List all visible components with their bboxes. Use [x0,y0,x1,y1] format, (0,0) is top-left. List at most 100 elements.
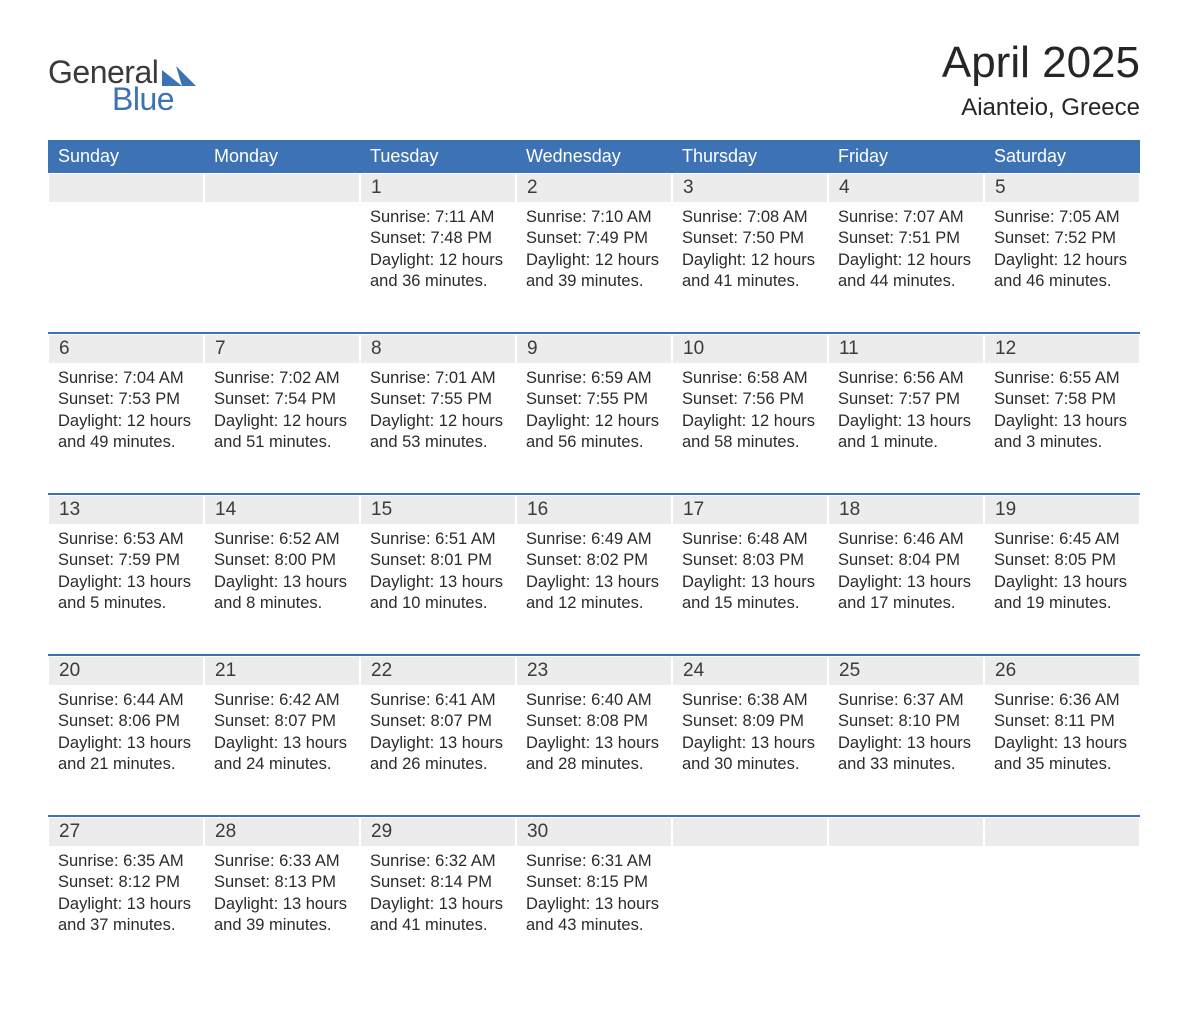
day-line-sunrise: Sunrise: 7:04 AM [58,368,194,389]
day-line-sunset: Sunset: 7:58 PM [994,389,1130,410]
day-line-sunrise: Sunrise: 7:02 AM [214,368,350,389]
day-cell [984,847,1140,977]
day-cell: Sunrise: 6:32 AMSunset: 8:14 PMDaylight:… [360,847,516,977]
day-number-cell [48,173,204,203]
day-line-dl1: Daylight: 13 hours [370,572,506,593]
day-line-sunset: Sunset: 7:55 PM [526,389,662,410]
day-line-sunrise: Sunrise: 6:44 AM [58,690,194,711]
day-number-cell: 7 [204,333,360,364]
day-line-sunset: Sunset: 7:53 PM [58,389,194,410]
day-line-sunset: Sunset: 8:12 PM [58,872,194,893]
day-line-sunset: Sunset: 7:54 PM [214,389,350,410]
day-line-dl2: and 21 minutes. [58,754,194,775]
day-details: Sunrise: 6:31 AMSunset: 8:15 PMDaylight:… [516,847,672,955]
day-details: Sunrise: 6:55 AMSunset: 7:58 PMDaylight:… [984,364,1140,472]
day-line-dl2: and 15 minutes. [682,593,818,614]
day-number-cell: 1 [360,173,516,203]
day-number-cell: 6 [48,333,204,364]
day-cell [48,203,204,333]
day-cell [204,203,360,333]
day-number-cell: 13 [48,494,204,525]
day-line-dl2: and 39 minutes. [214,915,350,936]
day-cell: Sunrise: 7:11 AMSunset: 7:48 PMDaylight:… [360,203,516,333]
day-line-dl1: Daylight: 13 hours [994,411,1130,432]
day-line-sunset: Sunset: 8:11 PM [994,711,1130,732]
day-line-dl2: and 49 minutes. [58,432,194,453]
calendar-table: Sunday Monday Tuesday Wednesday Thursday… [48,140,1140,977]
day-line-sunrise: Sunrise: 6:49 AM [526,529,662,550]
day-line-dl1: Daylight: 13 hours [526,894,662,915]
day-number-cell: 5 [984,173,1140,203]
day-number: 14 [205,496,359,524]
day-line-sunrise: Sunrise: 6:59 AM [526,368,662,389]
day-line-sunrise: Sunrise: 6:36 AM [994,690,1130,711]
day-cell: Sunrise: 7:10 AMSunset: 7:49 PMDaylight:… [516,203,672,333]
day-line-sunset: Sunset: 8:04 PM [838,550,974,571]
day-number-cell [672,816,828,847]
day-details: Sunrise: 6:44 AMSunset: 8:06 PMDaylight:… [48,686,204,794]
week-content-row: Sunrise: 7:04 AMSunset: 7:53 PM Daylight:… [48,364,1140,494]
day-line-sunset: Sunset: 8:09 PM [682,711,818,732]
day-cell: Sunrise: 6:41 AMSunset: 8:07 PMDaylight:… [360,686,516,816]
day-line-dl1: Daylight: 13 hours [526,572,662,593]
day-number-cell [204,173,360,203]
dayname-sat: Saturday [984,140,1140,173]
day-number [673,818,827,846]
day-details: Sunrise: 6:46 AMSunset: 8:04 PMDaylight:… [828,525,984,633]
day-details: Sunrise: 6:42 AMSunset: 8:07 PMDaylight:… [204,686,360,794]
day-cell [828,847,984,977]
day-line-sunset: Sunset: 7:57 PM [838,389,974,410]
day-line-sunset: Sunset: 8:07 PM [370,711,506,732]
week-daynum-row: 12345 [48,173,1140,203]
day-number-cell: 16 [516,494,672,525]
day-line-sunset: Sunset: 7:51 PM [838,228,974,249]
day-cell: Sunrise: 6:59 AMSunset: 7:55 PMDaylight:… [516,364,672,494]
day-number: 3 [673,174,827,202]
day-number: 5 [985,174,1139,202]
day-line-sunrise: Sunrise: 7:01 AM [370,368,506,389]
day-line-sunrise: Sunrise: 6:38 AM [682,690,818,711]
day-line-sunset: Sunset: 8:03 PM [682,550,818,571]
day-line-sunset: Sunset: 8:06 PM [58,711,194,732]
day-number-cell [984,816,1140,847]
logo-word2: Blue [112,81,174,118]
day-line-dl1: Daylight: 13 hours [682,572,818,593]
day-number-cell: 4 [828,173,984,203]
day-line-sunset: Sunset: 7:56 PM [682,389,818,410]
day-number: 24 [673,657,827,685]
day-number-cell: 29 [360,816,516,847]
day-number: 11 [829,335,983,363]
day-line-dl2: and 36 minutes. [370,271,506,292]
day-line-dl2: and 39 minutes. [526,271,662,292]
day-number [829,818,983,846]
day-line-sunset: Sunset: 8:15 PM [526,872,662,893]
day-number: 23 [517,657,671,685]
day-line-sunset: Sunset: 8:02 PM [526,550,662,571]
day-details: Sunrise: 6:59 AMSunset: 7:55 PMDaylight:… [516,364,672,472]
day-line-dl1: Daylight: 12 hours [214,411,350,432]
day-number: 1 [361,174,515,202]
day-details: Sunrise: 6:52 AMSunset: 8:00 PMDaylight:… [204,525,360,633]
week-content-row: Sunrise: 7:11 AMSunset: 7:48 PMDaylight:… [48,203,1140,333]
day-number: 6 [49,335,203,363]
day-number: 10 [673,335,827,363]
day-line-dl2: and 51 minutes. [214,432,350,453]
day-line-dl1: Daylight: 13 hours [838,572,974,593]
day-cell: Sunrise: 6:46 AMSunset: 8:04 PMDaylight:… [828,525,984,655]
day-line-sunset: Sunset: 8:07 PM [214,711,350,732]
day-cell: Sunrise: 6:42 AMSunset: 8:07 PMDaylight:… [204,686,360,816]
day-details: Sunrise: 6:53 AMSunset: 7:59 PMDaylight:… [48,525,204,633]
day-line-dl2: and 24 minutes. [214,754,350,775]
day-line-dl1: Daylight: 13 hours [214,733,350,754]
header: General Blue April 2025 Aianteio, Greece [48,30,1140,122]
day-line-dl1: Daylight: 13 hours [994,572,1130,593]
day-line-sunrise: Sunrise: 6:35 AM [58,851,194,872]
day-line-sunrise: Sunrise: 6:52 AM [214,529,350,550]
day-line-dl2: and 56 minutes. [526,432,662,453]
day-number [985,818,1139,846]
day-number: 15 [361,496,515,524]
week-content-row: Sunrise: 6:44 AMSunset: 8:06 PM Daylight:… [48,686,1140,816]
day-details: Sunrise: 7:05 AMSunset: 7:52 PMDaylight:… [984,203,1140,311]
day-line-dl2: and 5 minutes. [58,593,194,614]
logo: General Blue [48,30,196,118]
